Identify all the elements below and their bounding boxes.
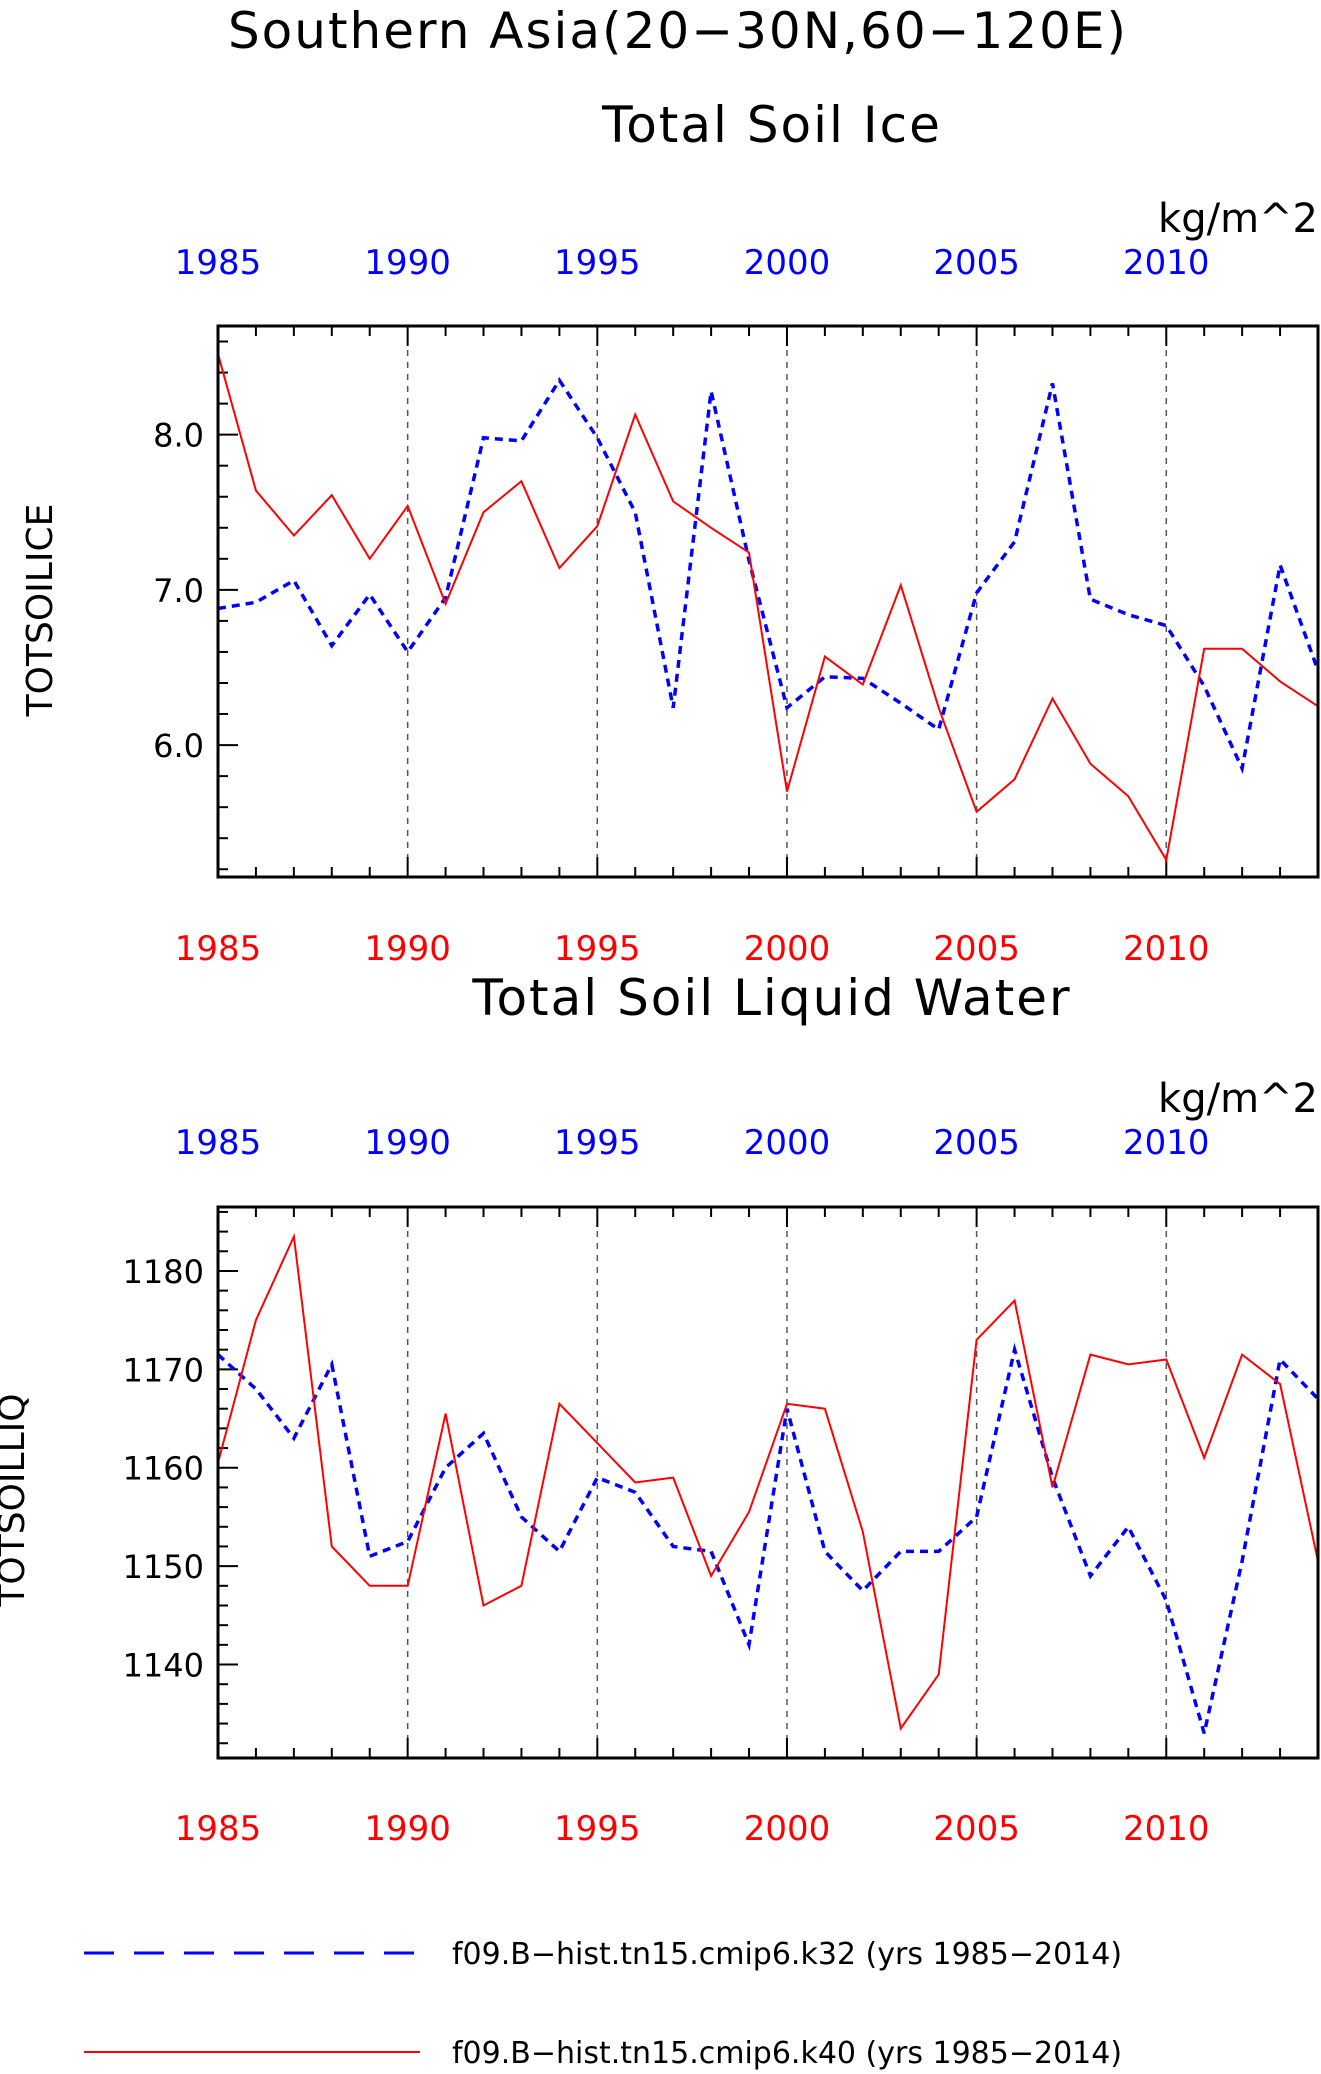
x-tick-label-bottom: 2000 <box>744 1809 831 1849</box>
x-tick-label-bottom: 2005 <box>933 1809 1020 1849</box>
series-group <box>216 1232 1320 1734</box>
x-tick-label-bottom: 1990 <box>364 929 451 969</box>
y-tick-label: 7.0 <box>153 572 204 610</box>
vertical-gridlines <box>406 1207 1168 1758</box>
x-tick-label-top: 2010 <box>1123 243 1210 283</box>
x-tick-label-bottom: 1995 <box>554 1809 641 1849</box>
y-tick-label: 1150 <box>123 1548 204 1586</box>
legend: f09.B−hist.tn15.cmip6.k32 (yrs 1985−2014… <box>84 1937 1122 2071</box>
series-line-k32 <box>216 1342 1320 1734</box>
x-tick-label-top: 1990 <box>364 1123 451 1163</box>
x-tick-label-bottom: 1985 <box>175 1809 262 1849</box>
x-tick-label-bottom: 1985 <box>175 929 262 969</box>
x-tick-label-bottom: 1995 <box>554 929 641 969</box>
x-tick-label-top: 2000 <box>744 1123 831 1163</box>
x-tick-label-bottom: 1990 <box>364 1809 451 1849</box>
series-line-k40 <box>217 1232 1319 1732</box>
y-axis-ticks: 6.0 7.0 8.0 <box>153 340 238 871</box>
units-label: kg/m^2 <box>1158 196 1318 242</box>
legend-label: f09.B−hist.tn15.cmip6.k32 (yrs 1985−2014… <box>452 1937 1122 1972</box>
legend-label: f09.B−hist.tn15.cmip6.k40 (yrs 1985−2014… <box>452 2036 1122 2071</box>
x-tick-label-bottom: 2005 <box>933 929 1020 969</box>
x-axis-ticks: 1985 1985 1990 1990 1995 1995 2000 2000 2005 2005… <box>175 243 1319 969</box>
panel-title: Total Soil Ice <box>601 96 942 154</box>
series-group <box>217 353 1320 863</box>
y-axis-label: TOTSOILICE <box>20 504 61 718</box>
y-tick-label: 6.0 <box>153 727 204 765</box>
x-tick-label-bottom: 2000 <box>744 929 831 969</box>
x-tick-label-top: 1995 <box>554 1123 641 1163</box>
y-axis-label: TOTSOILLIQ <box>0 1393 33 1607</box>
x-tick-label-top: 2005 <box>933 243 1020 283</box>
figure-title: Southern Asia(20−30N,60−120E) <box>228 2 1128 60</box>
x-tick-label-bottom: 2010 <box>1123 1809 1210 1849</box>
x-axis-ticks: 1985 1985 1990 1990 1995 1995 2000 2000 2005 2005… <box>175 1123 1319 1849</box>
y-tick-label: 1140 <box>123 1647 204 1685</box>
legend-entry: f09.B−hist.tn15.cmip6.k40 (yrs 1985−2014… <box>84 2036 1122 2071</box>
vertical-gridlines <box>406 326 1168 877</box>
y-tick-label: 1180 <box>123 1253 204 1291</box>
series-line-k40 <box>217 353 1319 863</box>
x-tick-label-top: 2005 <box>933 1123 1020 1163</box>
x-tick-label-top: 1985 <box>175 243 262 283</box>
y-axis-ticks: 1140 1150 1160 1170 1180 <box>123 1210 238 1745</box>
panel-total-soil-ice: Total Soil Ice kg/m^2 TOTSOILICE 6.0 7.0 8… <box>20 96 1320 969</box>
x-tick-label-top: 2010 <box>1123 1123 1210 1163</box>
units-label: kg/m^2 <box>1158 1076 1318 1122</box>
plot-frame <box>216 1205 1320 1760</box>
x-tick-label-top: 1990 <box>364 243 451 283</box>
series-line-k32 <box>217 377 1320 775</box>
legend-entry: f09.B−hist.tn15.cmip6.k32 (yrs 1985−2014… <box>84 1937 1122 1972</box>
panel-title: Total Soil Liquid Water <box>471 969 1071 1027</box>
x-tick-label-top: 2000 <box>744 243 831 283</box>
y-tick-label: 1170 <box>123 1351 204 1389</box>
y-tick-label: 1160 <box>123 1450 204 1488</box>
x-tick-label-bottom: 2010 <box>1123 929 1210 969</box>
x-tick-label-top: 1995 <box>554 243 641 283</box>
panel-total-soil-liquid-water: Total Soil Liquid Water kg/m^2 TOTSOILLI… <box>0 969 1320 1849</box>
x-tick-label-top: 1985 <box>175 1123 262 1163</box>
y-tick-label: 8.0 <box>153 417 204 455</box>
plot-frame <box>216 324 1320 879</box>
